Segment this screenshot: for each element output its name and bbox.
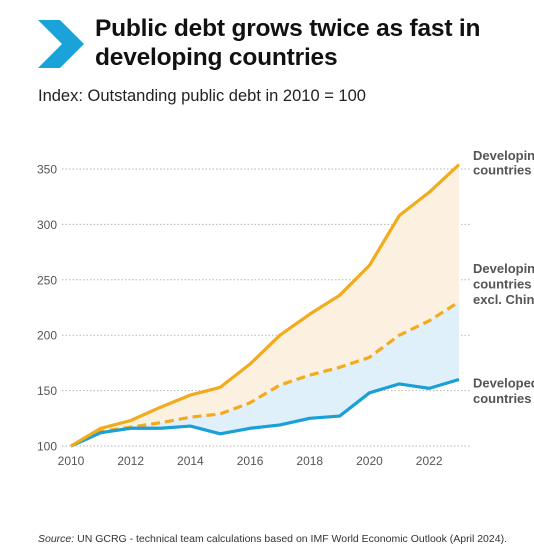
grid-lines <box>62 168 470 447</box>
line-chart: 100 150 200 250 300 350 2010 2012 2014 2016 2018 20… <box>37 148 534 469</box>
x-tick-label: 2010 <box>58 454 85 468</box>
developed-band-fill <box>71 301 459 446</box>
area-fills <box>71 164 459 446</box>
source-text: UN GCRG - technical team calculations ba… <box>74 533 507 545</box>
chevron-right-icon <box>38 20 84 68</box>
series-lines <box>70 163 461 448</box>
y-tick-label: 100 <box>37 440 57 454</box>
x-tick-label: 2022 <box>416 454 443 468</box>
x-tick-label: 2016 <box>237 454 264 468</box>
series-label: countries <box>473 277 532 292</box>
y-tick-label: 300 <box>37 218 57 232</box>
chart-subtitle: Index: Outstanding public debt in 2010 =… <box>38 87 366 105</box>
series-labels: DevelopingcountriesDevelopingcountriesex… <box>473 148 534 406</box>
x-tick-label: 2018 <box>296 454 323 468</box>
x-tick-label: 2020 <box>356 454 383 468</box>
series-line-developed <box>70 377 460 448</box>
series-label: Developed <box>473 375 534 390</box>
y-tick-label: 150 <box>37 384 57 398</box>
series-line-developing <box>70 163 461 448</box>
axis-ticks: 100 150 200 250 300 350 2010 2012 2014 2016 2018 20… <box>37 163 443 469</box>
source-label: Source: <box>38 533 75 545</box>
y-tick-label: 250 <box>37 273 57 287</box>
series-label: Developing <box>473 148 534 163</box>
source-note: Source: UN GCRG - technical team calcula… <box>38 533 507 545</box>
series-label: countries <box>473 163 532 178</box>
series-label: Developing <box>473 261 534 276</box>
page-title: Public debt grows twice as fast in devel… <box>95 15 481 71</box>
x-tick-label: 2014 <box>177 454 204 468</box>
y-tick-label: 350 <box>37 163 57 177</box>
series-label: excl. China <box>473 292 534 307</box>
series-line-developing-excl-china <box>70 300 460 448</box>
y-tick-label: 200 <box>37 329 57 343</box>
x-tick-label: 2012 <box>117 454 144 468</box>
series-label: countries <box>473 391 532 406</box>
